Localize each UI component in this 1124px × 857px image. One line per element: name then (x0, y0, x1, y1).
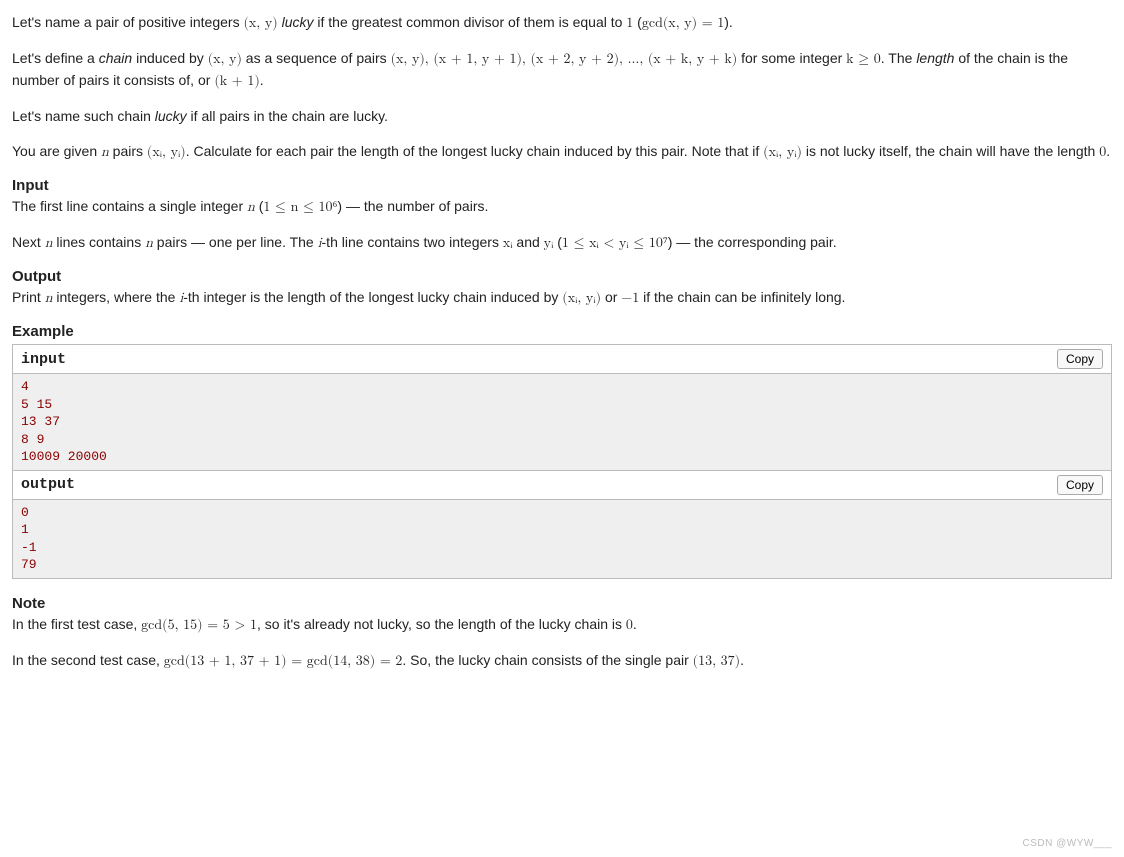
input-heading: Input (12, 177, 1112, 194)
example-input-body: 4 5 15 13 37 8 9 10009 20000 (13, 374, 1111, 470)
copy-output-button[interactable]: Copy (1057, 475, 1103, 495)
copy-input-button[interactable]: Copy (1057, 349, 1103, 369)
note-heading: Note (12, 595, 1112, 612)
example-input-block: input Copy 4 5 15 13 37 8 9 10009 20000 … (12, 344, 1112, 579)
statement-p1: Let's name a pair of positive integers (… (12, 12, 1112, 34)
example-heading: Example (12, 323, 1112, 340)
watermark: CSDN @WYW___ (1023, 838, 1113, 849)
statement-p4: You are given n pairs (xᵢ, yᵢ). Calculat… (12, 141, 1112, 163)
example-output-header: output Copy (13, 470, 1111, 500)
note-p2: In the second test case, gcd(13 + 1, 37 … (12, 650, 1112, 672)
output-heading: Output (12, 268, 1112, 285)
example-output-body: 0 1 -1 79 (13, 500, 1111, 578)
example-output-label: output (21, 476, 75, 493)
input-p1: The first line contains a single integer… (12, 196, 1112, 218)
note-p1: In the first test case, gcd(5, 15) = 5 >… (12, 614, 1112, 636)
example-input-header: input Copy (13, 345, 1111, 374)
math: (x, y) (243, 16, 277, 30)
output-p1: Print n integers, where the i-th integer… (12, 287, 1112, 309)
example-input-label: input (21, 351, 66, 368)
statement-p2: Let's define a chain induced by (x, y) a… (12, 48, 1112, 92)
statement-p3: Let's name such chain lucky if all pairs… (12, 106, 1112, 127)
input-p2: Next n lines contains n pairs — one per … (12, 232, 1112, 254)
